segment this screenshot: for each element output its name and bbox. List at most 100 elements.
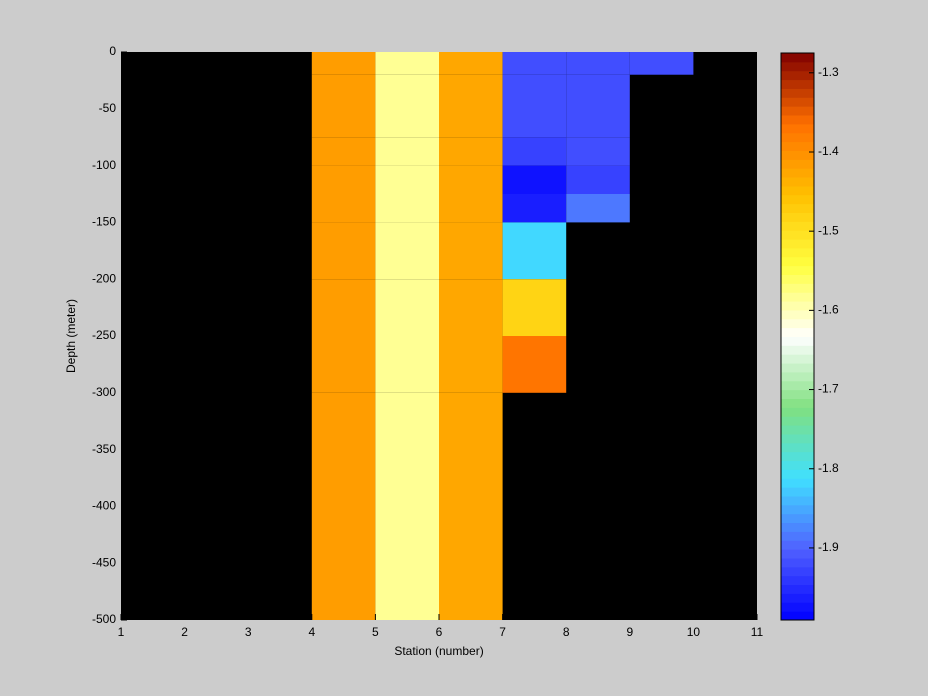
- heatmap-cell: [502, 165, 567, 194]
- colorbar-band: [781, 345, 814, 355]
- heatmap-cell: [566, 52, 630, 75]
- heatmap-cell: [375, 52, 439, 75]
- colorbar-band: [781, 611, 814, 621]
- x-tick-label: 7: [499, 625, 506, 639]
- y-tick-label: -250: [92, 328, 116, 342]
- colorbar-band: [781, 97, 814, 107]
- colorbar-band: [781, 389, 814, 400]
- colorbar-band: [781, 566, 814, 577]
- colorbar-band: [781, 265, 814, 275]
- colorbar-band: [781, 194, 814, 205]
- x-axis-label: Station (number): [394, 644, 483, 658]
- heatmap-cell: [566, 165, 630, 194]
- y-tick-label: 0: [109, 44, 116, 58]
- colorbar-tick-label: -1.5: [818, 223, 839, 237]
- heatmap-cell: [502, 222, 567, 280]
- y-tick-label: -500: [92, 612, 116, 626]
- heatmap-cell: [439, 165, 503, 194]
- colorbar-tick-label: -1.9: [818, 540, 839, 554]
- colorbar-band: [781, 540, 814, 550]
- heatmap-cell: [375, 279, 439, 336]
- colorbar-band: [781, 159, 814, 169]
- heatmap-cell: [311, 392, 376, 620]
- colorbar-band: [781, 478, 814, 488]
- colorbar-band: [781, 371, 814, 382]
- y-tick-label: -400: [92, 499, 116, 513]
- colorbar-band: [781, 123, 814, 134]
- colorbar-band: [781, 309, 814, 320]
- colorbar-band: [781, 433, 814, 444]
- colorbar-band: [781, 557, 814, 568]
- colorbar-band: [781, 61, 814, 72]
- colorbar-band: [781, 531, 814, 541]
- heatmap-cell: [502, 137, 567, 166]
- colorbar-band: [781, 522, 814, 532]
- heatmap-cell: [502, 52, 567, 75]
- colorbar-tick-label: -1.4: [818, 144, 839, 158]
- colorbar-band: [781, 88, 814, 98]
- colorbar-band: [781, 363, 814, 373]
- x-tick-label: 10: [687, 625, 701, 639]
- colorbar-band: [781, 407, 814, 417]
- colorbar-band: [781, 469, 814, 479]
- heatmap-cell: [439, 392, 503, 620]
- heatmap-cell: [439, 222, 503, 280]
- heatmap-cell: [311, 74, 376, 138]
- heatmap-cell: [375, 74, 439, 138]
- colorbar-band: [781, 549, 814, 559]
- y-tick-label: -450: [92, 555, 116, 569]
- colorbar-band: [781, 132, 814, 143]
- colorbar-band: [781, 425, 814, 435]
- x-tick-label: 5: [372, 625, 379, 639]
- y-tick-label: -300: [92, 385, 116, 399]
- colorbar-band: [781, 203, 814, 213]
- colorbar-band: [781, 115, 814, 125]
- heatmap-cell: [311, 165, 376, 194]
- heatmap-cell: [439, 137, 503, 166]
- colorbar-band: [781, 354, 814, 364]
- colorbar-band: [781, 318, 814, 329]
- colorbar-band: [781, 150, 814, 160]
- colorbar-band: [781, 70, 814, 81]
- colorbar-band: [781, 106, 814, 116]
- heatmap-cell: [311, 52, 376, 75]
- heatmap-cell: [439, 336, 503, 393]
- colorbar-band: [781, 185, 814, 196]
- y-tick-label: -50: [99, 101, 117, 115]
- heatmap-cell: [311, 137, 376, 166]
- heatmap-cell: [375, 137, 439, 166]
- y-tick-label: -350: [92, 442, 116, 456]
- heatmap-cell: [375, 165, 439, 194]
- x-tick-label: 6: [436, 625, 443, 639]
- colorbar-band: [781, 292, 814, 302]
- colorbar-band: [781, 230, 814, 240]
- colorbar-band: [781, 504, 814, 515]
- colorbar-band: [781, 336, 814, 346]
- colorbar-band: [781, 575, 814, 586]
- colorbar-band: [781, 239, 814, 249]
- y-tick-label: -100: [92, 158, 116, 172]
- heatmap-cell: [566, 137, 630, 166]
- heatmap-cell: [502, 194, 567, 223]
- colorbar-tick-label: -1.7: [818, 382, 839, 396]
- heatmap-cell: [439, 52, 503, 75]
- colorbar-band: [781, 141, 814, 151]
- x-tick-label: 9: [626, 625, 633, 639]
- colorbar-band: [781, 584, 814, 594]
- colorbar-band: [781, 212, 814, 222]
- colorbar-tick-label: -1.8: [818, 461, 839, 475]
- y-tick-label: -150: [92, 215, 116, 229]
- heatmap-cell: [566, 74, 630, 138]
- heatmap-cell: [629, 52, 694, 75]
- heatmap-cell: [439, 279, 503, 336]
- colorbar-tick-label: -1.6: [818, 303, 839, 317]
- colorbar-band: [781, 487, 814, 497]
- colorbar-band: [781, 283, 814, 293]
- colorbar-band: [781, 380, 814, 391]
- colorbar-band: [781, 442, 814, 453]
- colorbar-band: [781, 53, 814, 63]
- colorbar-band: [781, 451, 814, 462]
- x-tick-label: 2: [181, 625, 188, 639]
- x-tick-label: 3: [245, 625, 252, 639]
- colorbar-band: [781, 274, 814, 284]
